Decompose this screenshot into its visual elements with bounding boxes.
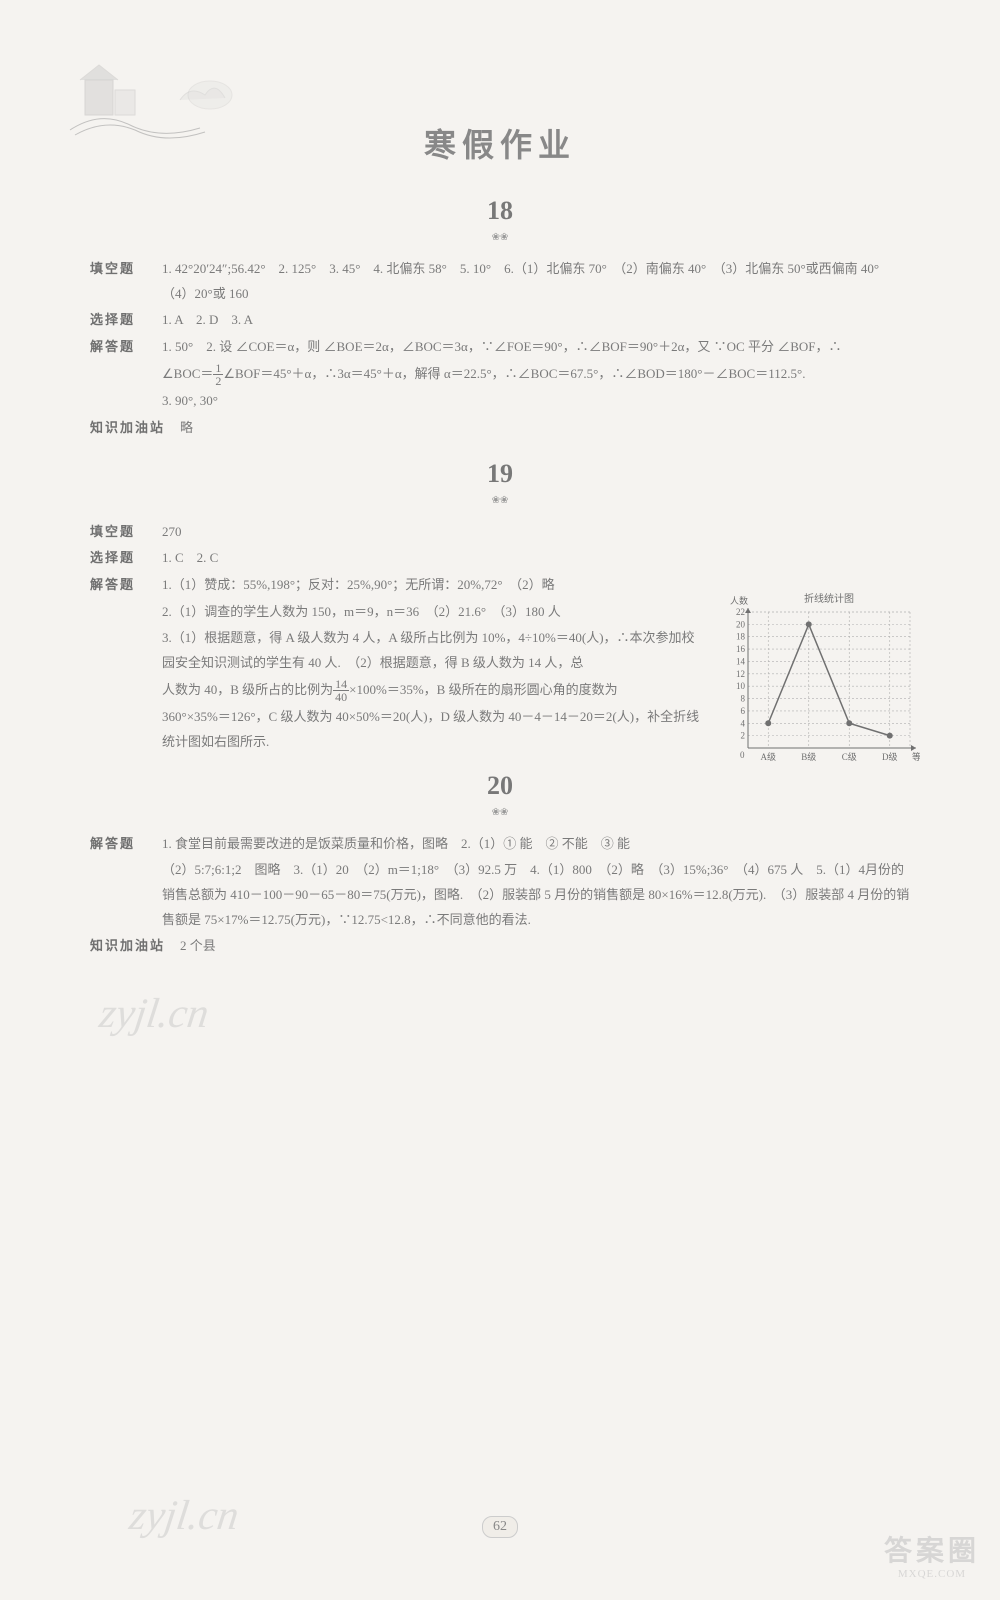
section-18-number: 18 xyxy=(90,196,910,226)
svg-text:22: 22 xyxy=(736,607,745,617)
label-fill: 填空题 xyxy=(90,520,162,545)
s18-answer-2: ∠BOC＝12∠BOF＝45°＋α，∴3α＝45°＋α，解得 α＝22.5°，∴… xyxy=(162,362,910,388)
s19-answer-1: 1.（1）赞成：55%,198°；反对：25%,90°；无所谓：20%,72° … xyxy=(162,573,700,598)
fraction-1-2: 12 xyxy=(213,362,223,387)
svg-text:14: 14 xyxy=(736,656,746,666)
s18-station: 略 xyxy=(180,416,910,441)
label-station: 知识加油站 xyxy=(90,934,180,959)
svg-text:6: 6 xyxy=(741,706,746,716)
label-choice: 选择题 xyxy=(90,546,162,571)
svg-text:C级: C级 xyxy=(842,751,857,762)
section-decoration: ❀❀ xyxy=(90,495,910,506)
s19-answer-3: 3.（1）根据题意，得 A 级人数为 4 人，A 级所占比例为 10%，4÷10… xyxy=(162,626,700,675)
svg-text:等级: 等级 xyxy=(912,751,920,762)
svg-text:D级: D级 xyxy=(882,751,898,762)
header-illustration xyxy=(60,40,260,180)
svg-text:人数: 人数 xyxy=(730,595,748,606)
s18-answer-3: 3. 90°, 30° xyxy=(162,389,910,414)
s19-answer-5: 360°×35%＝126°，C 级人数为 40×50%＝20(人)，D 级人数为… xyxy=(162,705,700,754)
s19-choice: 1. C 2. C xyxy=(162,546,700,571)
svg-text:10: 10 xyxy=(736,681,746,691)
s18-choice: 1. A 2. D 3. A xyxy=(162,308,910,333)
svg-text:16: 16 xyxy=(736,644,746,654)
svg-text:20: 20 xyxy=(736,619,746,629)
svg-text:2: 2 xyxy=(741,731,746,741)
label-station: 知识加油站 xyxy=(90,416,180,441)
s20-station: 2 个县 xyxy=(180,934,910,959)
label-fill: 填空题 xyxy=(90,257,162,306)
svg-text:8: 8 xyxy=(741,694,746,704)
svg-text:折线统计图: 折线统计图 xyxy=(804,592,854,605)
label-answer: 解答题 xyxy=(90,335,162,360)
section-decoration: ❀❀ xyxy=(90,807,910,818)
s18-fill: 1. 42°20′24″;56.42° 2. 125° 3. 45° 4. 北偏… xyxy=(162,257,910,306)
s18-answer-1: 1. 50° 2. 设 ∠COE＝α，则 ∠BOE＝2α，∠BOC＝3α，∵∠F… xyxy=(162,335,910,360)
s20-answer-1: 1. 食堂目前最需要改进的是饭菜质量和价格，图略 2.（1）① 能 ② 不能 ③… xyxy=(162,832,910,857)
section-19-number: 19 xyxy=(90,459,910,489)
s20-answer-2: （2）5:7;6:1;2 图略 3.（1）20 （2）m＝1;18° （3）92… xyxy=(162,858,910,932)
s19-answer-2: 2.（1）调查的学生人数为 150，m＝9，n＝36 （2）21.6° （3）1… xyxy=(162,600,700,625)
svg-text:0: 0 xyxy=(740,750,745,760)
page-number: 62 xyxy=(482,1516,518,1538)
svg-text:4: 4 xyxy=(741,718,746,728)
corner-logo: 答案圈 MXQE.COM xyxy=(884,1537,980,1580)
watermark: zyjl.cn xyxy=(97,990,212,1038)
label-choice: 选择题 xyxy=(90,308,162,333)
s19-answer-4: 人数为 40，B 级所占的比例为1440×100%＝35%，B 级所在的扇形圆心… xyxy=(162,678,700,704)
svg-text:12: 12 xyxy=(736,669,745,679)
fraction-14-40: 1440 xyxy=(333,678,349,703)
s19-fill: 270 xyxy=(162,520,700,545)
section-20-number: 20 xyxy=(90,771,910,801)
svg-text:B级: B级 xyxy=(801,751,816,762)
svg-text:18: 18 xyxy=(736,632,746,642)
label-answer: 解答题 xyxy=(90,573,162,598)
section-decoration: ❀❀ xyxy=(90,232,910,243)
watermark: zyjl.cn xyxy=(127,1492,242,1540)
label-answer: 解答题 xyxy=(90,832,162,857)
svg-text:A级: A级 xyxy=(761,751,777,762)
line-chart: 折线统计图 人数 2 4 6 8 10 12 14 16 18 20 22 A级 B级 C级 D级 0 等级 xyxy=(720,592,920,772)
